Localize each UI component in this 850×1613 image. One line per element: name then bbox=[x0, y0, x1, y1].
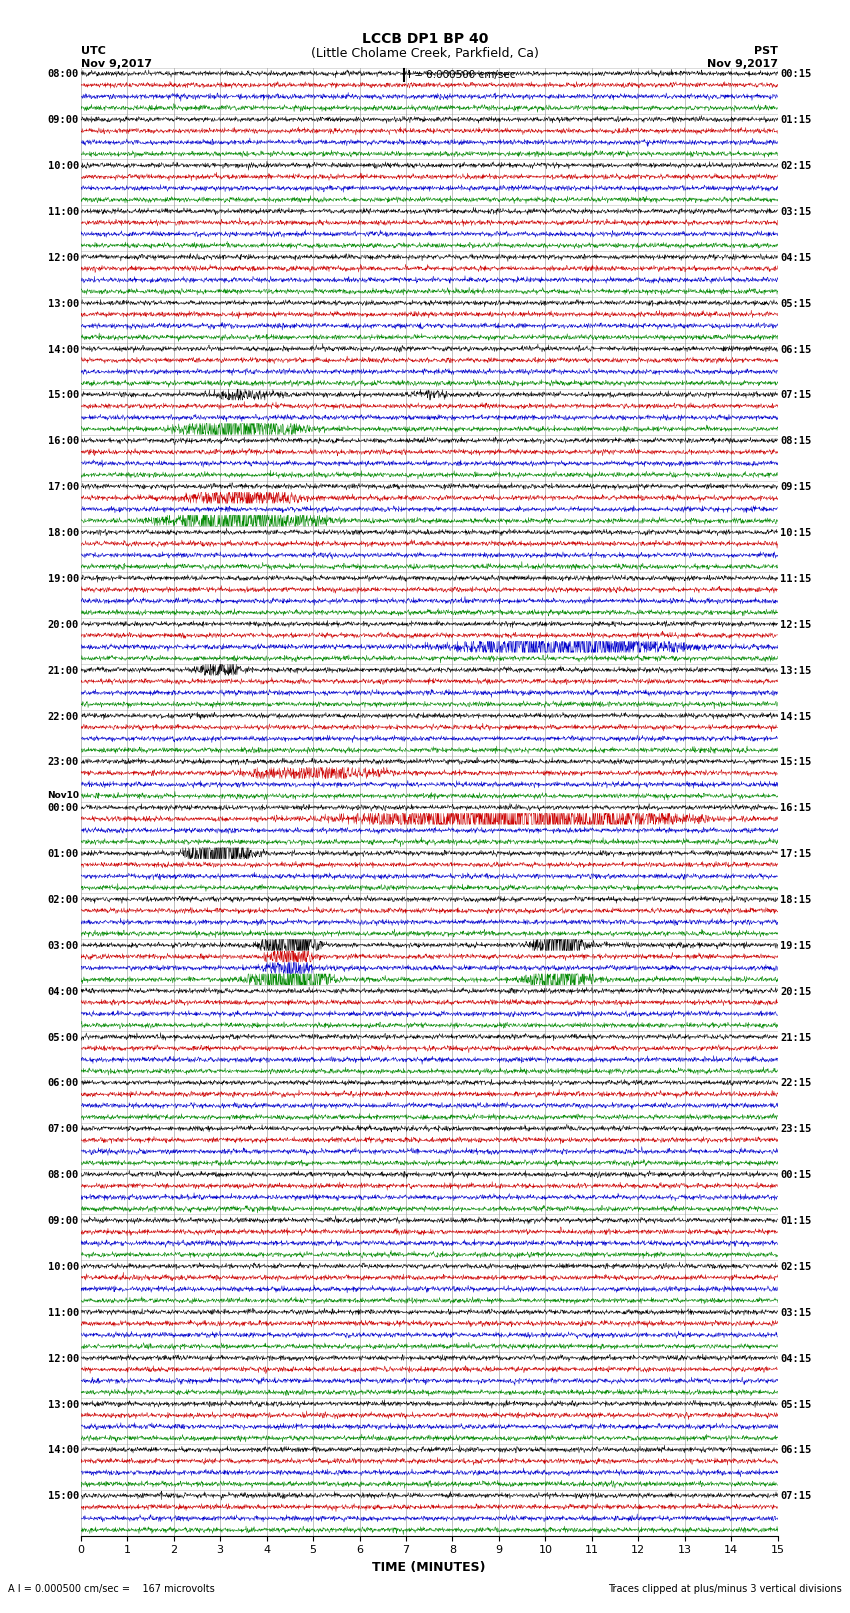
Text: 05:15: 05:15 bbox=[780, 1400, 812, 1410]
Text: 04:15: 04:15 bbox=[780, 253, 812, 263]
Text: 07:15: 07:15 bbox=[780, 1492, 812, 1502]
Text: Nov 9,2017: Nov 9,2017 bbox=[81, 60, 152, 69]
Text: PST: PST bbox=[754, 47, 778, 56]
Text: 09:15: 09:15 bbox=[780, 482, 812, 492]
Text: (Little Cholame Creek, Parkfield, Ca): (Little Cholame Creek, Parkfield, Ca) bbox=[311, 47, 539, 60]
Text: 13:00: 13:00 bbox=[48, 1400, 79, 1410]
Text: 14:15: 14:15 bbox=[780, 711, 812, 721]
Text: 04:15: 04:15 bbox=[780, 1353, 812, 1363]
Text: 04:00: 04:00 bbox=[48, 987, 79, 997]
Text: 06:15: 06:15 bbox=[780, 1445, 812, 1455]
Text: 09:00: 09:00 bbox=[48, 1216, 79, 1226]
Text: 02:15: 02:15 bbox=[780, 1261, 812, 1273]
Text: 16:15: 16:15 bbox=[780, 803, 812, 813]
Text: 09:00: 09:00 bbox=[48, 115, 79, 126]
Text: 19:00: 19:00 bbox=[48, 574, 79, 584]
Text: 06:15: 06:15 bbox=[780, 345, 812, 355]
Text: 13:00: 13:00 bbox=[48, 298, 79, 308]
Text: 17:00: 17:00 bbox=[48, 482, 79, 492]
X-axis label: TIME (MINUTES): TIME (MINUTES) bbox=[372, 1561, 486, 1574]
Text: 18:00: 18:00 bbox=[48, 527, 79, 539]
Text: 01:00: 01:00 bbox=[48, 848, 79, 860]
Text: Traces clipped at plus/minus 3 vertical divisions: Traces clipped at plus/minus 3 vertical … bbox=[608, 1584, 842, 1594]
Text: 11:15: 11:15 bbox=[780, 574, 812, 584]
Text: 20:00: 20:00 bbox=[48, 619, 79, 629]
Text: 12:15: 12:15 bbox=[780, 619, 812, 629]
Text: 13:15: 13:15 bbox=[780, 666, 812, 676]
Text: 10:00: 10:00 bbox=[48, 161, 79, 171]
Text: 06:00: 06:00 bbox=[48, 1079, 79, 1089]
Text: 03:15: 03:15 bbox=[780, 206, 812, 218]
Text: 14:00: 14:00 bbox=[48, 1445, 79, 1455]
Text: 08:00: 08:00 bbox=[48, 1169, 79, 1181]
Text: 22:00: 22:00 bbox=[48, 711, 79, 721]
Text: 07:00: 07:00 bbox=[48, 1124, 79, 1134]
Text: 19:15: 19:15 bbox=[780, 940, 812, 952]
Text: 12:00: 12:00 bbox=[48, 253, 79, 263]
Text: 23:00: 23:00 bbox=[48, 758, 79, 768]
Text: 00:15: 00:15 bbox=[780, 1169, 812, 1181]
Text: 08:00: 08:00 bbox=[48, 69, 79, 79]
Text: A I = 0.000500 cm/sec =    167 microvolts: A I = 0.000500 cm/sec = 167 microvolts bbox=[8, 1584, 215, 1594]
Text: I = 0.000500 cm/sec: I = 0.000500 cm/sec bbox=[408, 69, 515, 81]
Text: 10:15: 10:15 bbox=[780, 527, 812, 539]
Text: Nov 9,2017: Nov 9,2017 bbox=[706, 60, 778, 69]
Text: 10:00: 10:00 bbox=[48, 1261, 79, 1273]
Text: 20:15: 20:15 bbox=[780, 987, 812, 997]
Text: 18:15: 18:15 bbox=[780, 895, 812, 905]
Text: 11:00: 11:00 bbox=[48, 206, 79, 218]
Text: 03:15: 03:15 bbox=[780, 1308, 812, 1318]
Text: 02:00: 02:00 bbox=[48, 895, 79, 905]
Text: 03:00: 03:00 bbox=[48, 940, 79, 952]
Text: 00:15: 00:15 bbox=[780, 69, 812, 79]
Text: 07:15: 07:15 bbox=[780, 390, 812, 400]
Text: 05:00: 05:00 bbox=[48, 1032, 79, 1042]
Text: 00:00: 00:00 bbox=[48, 803, 79, 813]
Text: 17:15: 17:15 bbox=[780, 848, 812, 860]
Text: 02:15: 02:15 bbox=[780, 161, 812, 171]
Text: 15:00: 15:00 bbox=[48, 390, 79, 400]
Text: UTC: UTC bbox=[81, 47, 105, 56]
Text: 01:15: 01:15 bbox=[780, 115, 812, 126]
Text: 21:00: 21:00 bbox=[48, 666, 79, 676]
Text: 14:00: 14:00 bbox=[48, 345, 79, 355]
Text: 22:15: 22:15 bbox=[780, 1079, 812, 1089]
Text: 01:15: 01:15 bbox=[780, 1216, 812, 1226]
Text: 12:00: 12:00 bbox=[48, 1353, 79, 1363]
Text: 21:15: 21:15 bbox=[780, 1032, 812, 1042]
Text: LCCB DP1 BP 40: LCCB DP1 BP 40 bbox=[362, 32, 488, 45]
Text: 11:00: 11:00 bbox=[48, 1308, 79, 1318]
Text: 08:15: 08:15 bbox=[780, 437, 812, 447]
Text: 16:00: 16:00 bbox=[48, 437, 79, 447]
Text: 15:15: 15:15 bbox=[780, 758, 812, 768]
Text: Nov10: Nov10 bbox=[47, 790, 79, 800]
Text: 05:15: 05:15 bbox=[780, 298, 812, 308]
Text: 23:15: 23:15 bbox=[780, 1124, 812, 1134]
Text: 15:00: 15:00 bbox=[48, 1492, 79, 1502]
